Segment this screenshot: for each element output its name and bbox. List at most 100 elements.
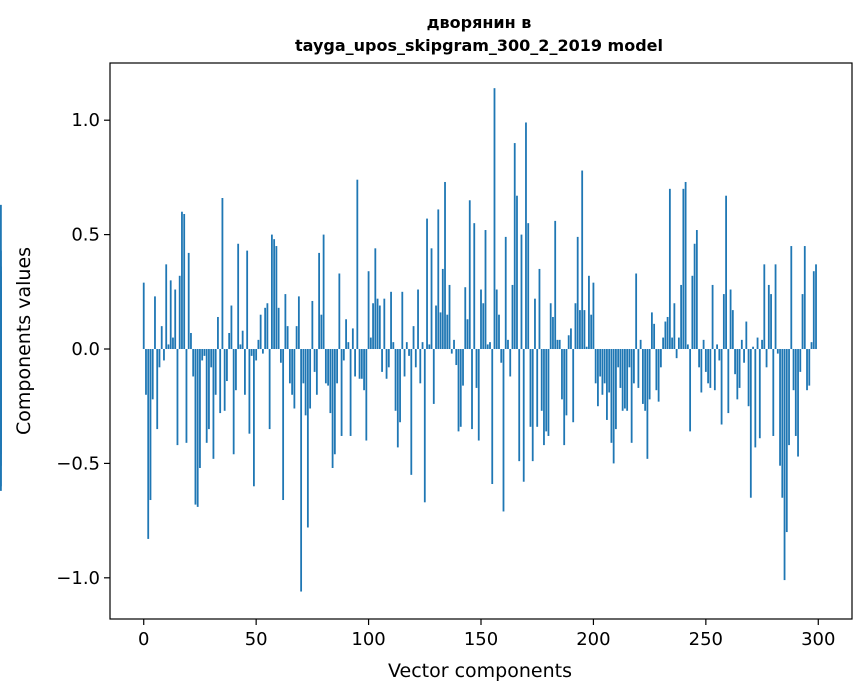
bar	[385, 349, 388, 379]
chart-title-line-2: tayga_upos_skipgram_300_2_2019 model	[295, 36, 663, 55]
bar	[630, 349, 633, 443]
bar	[729, 289, 732, 350]
bar	[313, 349, 316, 372]
bar	[396, 349, 399, 448]
bar	[522, 349, 525, 482]
bar	[502, 349, 505, 512]
bar	[201, 349, 204, 361]
bar	[628, 349, 631, 368]
bar	[345, 319, 347, 349]
bar	[230, 305, 233, 349]
bar	[621, 349, 624, 411]
bar	[718, 349, 721, 361]
bar	[797, 349, 799, 457]
x-tick-label: 150	[464, 629, 498, 650]
bar	[637, 349, 640, 388]
bar	[286, 326, 289, 350]
bar	[736, 349, 739, 400]
bar	[794, 349, 797, 436]
bar	[178, 275, 181, 350]
bar	[682, 188, 685, 349]
bar	[322, 234, 325, 349]
y-tick-label: −0.5	[56, 453, 100, 474]
bar	[738, 349, 741, 388]
bar	[199, 349, 201, 468]
bar	[262, 349, 264, 354]
bar	[324, 349, 327, 384]
bar	[426, 218, 428, 350]
bar	[720, 349, 723, 425]
bar	[601, 349, 604, 395]
bar	[306, 349, 309, 528]
bar	[538, 268, 541, 350]
bar	[192, 349, 195, 377]
bar	[572, 349, 575, 423]
bar	[579, 310, 581, 350]
bar	[552, 316, 554, 350]
bar	[203, 349, 206, 356]
bar	[520, 234, 523, 349]
bar	[650, 312, 653, 350]
bar	[327, 349, 329, 386]
bar	[655, 349, 658, 391]
bar	[394, 349, 397, 411]
bar	[349, 349, 352, 436]
bar	[372, 303, 374, 350]
bar	[432, 349, 435, 404]
bar	[439, 312, 442, 350]
x-tick-label: 250	[689, 629, 723, 650]
bar	[617, 349, 620, 368]
bar	[477, 349, 480, 441]
bar	[403, 349, 406, 377]
bar	[226, 349, 228, 382]
bar	[812, 271, 815, 349]
bar	[369, 337, 372, 350]
bar	[727, 349, 730, 414]
y-tick-label: 0.0	[71, 339, 100, 360]
bar	[430, 248, 433, 349]
bar	[156, 349, 159, 430]
bar	[680, 284, 683, 350]
bar	[340, 349, 343, 436]
bar	[455, 349, 458, 366]
bar	[221, 198, 224, 350]
bar	[612, 349, 615, 464]
bar	[475, 349, 478, 388]
bar	[208, 349, 210, 430]
bar	[516, 195, 518, 350]
bar	[754, 349, 757, 448]
bar	[648, 349, 651, 400]
bar	[241, 330, 244, 349]
bar	[331, 349, 334, 468]
bar	[351, 328, 354, 350]
bar	[408, 349, 410, 356]
bar	[709, 349, 712, 388]
bar	[788, 349, 790, 446]
bar	[304, 349, 307, 416]
bar	[743, 349, 745, 363]
bar	[761, 339, 763, 350]
bar	[599, 349, 602, 377]
bar	[318, 252, 321, 350]
bar	[257, 339, 260, 350]
bar	[358, 349, 361, 379]
bar	[504, 236, 507, 350]
bar	[558, 339, 561, 350]
bar	[214, 349, 217, 395]
bar	[268, 349, 271, 430]
bar	[713, 349, 716, 391]
bar	[174, 289, 177, 350]
bar	[464, 287, 467, 350]
bar	[450, 349, 453, 354]
bar	[383, 298, 386, 350]
bar	[421, 342, 424, 349]
bar	[749, 349, 752, 498]
bar	[185, 349, 188, 443]
bar	[702, 339, 705, 350]
bar	[801, 294, 804, 349]
bar	[664, 321, 667, 350]
bar	[540, 349, 543, 411]
bar	[498, 314, 500, 350]
bar	[711, 284, 714, 350]
bar	[547, 349, 550, 436]
